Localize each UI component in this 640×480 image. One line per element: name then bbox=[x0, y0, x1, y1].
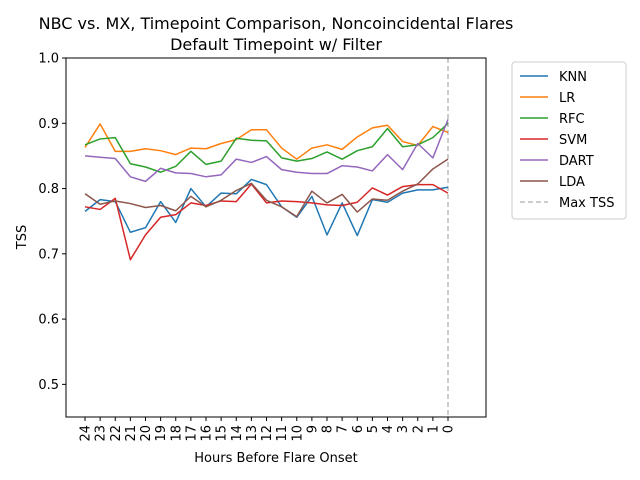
x-tick-label: 13 bbox=[245, 425, 260, 442]
x-tick-label: 24 bbox=[79, 425, 94, 442]
x-axis-label: Hours Before Flare Onset bbox=[194, 451, 357, 466]
x-tick-label: 9 bbox=[305, 425, 320, 433]
x-tick-label: 7 bbox=[336, 425, 351, 433]
x-tick-label: 22 bbox=[109, 425, 124, 442]
legend-box bbox=[511, 61, 627, 220]
series-line-rfc bbox=[84, 122, 449, 173]
series-line-knn bbox=[84, 178, 449, 237]
x-tick-label: 5 bbox=[366, 425, 381, 433]
x-tick-label: 19 bbox=[154, 425, 169, 442]
chart-subtitle: Default Timepoint w/ Filter bbox=[170, 35, 382, 54]
x-tick-label: 4 bbox=[381, 425, 396, 433]
legend-label: LR bbox=[559, 91, 575, 106]
x-tick-label: 1 bbox=[426, 425, 441, 433]
plot-area: 0.50.60.70.80.91.024 23 22 21 20 19 18 17 16 15 14… bbox=[38, 52, 456, 442]
x-tick-label: 16 bbox=[200, 425, 215, 442]
x-tick-label: 15 bbox=[215, 425, 230, 442]
x-tick-label: 23 bbox=[94, 425, 109, 442]
legend: KNN LR RFC SVM DART LDA Max TSS bbox=[511, 61, 627, 220]
x-tick-label: 21 bbox=[124, 425, 139, 442]
series-line-svm bbox=[84, 183, 449, 261]
x-tick-label: 0 bbox=[442, 425, 457, 433]
series-line-lr bbox=[84, 123, 449, 160]
y-tick-label: 0.5 bbox=[38, 378, 59, 393]
x-tick-label: 3 bbox=[396, 425, 411, 433]
x-tick-label: 10 bbox=[290, 425, 305, 442]
x-tick-label: 6 bbox=[351, 425, 366, 433]
legend-label: Max TSS bbox=[559, 196, 614, 211]
chart-title: NBC vs. MX, Timepoint Comparison, Noncoi… bbox=[39, 14, 514, 33]
x-tick-label: 20 bbox=[139, 425, 154, 442]
series-line-lda bbox=[84, 158, 449, 218]
y-tick-label: 0.8 bbox=[38, 182, 59, 197]
x-tick-label: 17 bbox=[184, 425, 199, 442]
legend-label: SVM bbox=[559, 133, 587, 148]
x-tick-label: 8 bbox=[321, 425, 336, 433]
y-tick-label: 0.6 bbox=[38, 313, 59, 328]
series-line-dart bbox=[84, 119, 449, 183]
plot-frame bbox=[65, 57, 487, 418]
legend-label: DART bbox=[559, 154, 594, 169]
y-tick-label: 0.7 bbox=[38, 247, 59, 262]
x-tick-label: 14 bbox=[230, 425, 245, 442]
y-tick-label: 0.9 bbox=[38, 117, 59, 132]
x-tick-label: 18 bbox=[169, 425, 184, 442]
legend-label: KNN bbox=[559, 70, 587, 85]
x-tick-label: 2 bbox=[411, 425, 426, 433]
x-tick-label: 12 bbox=[260, 425, 275, 442]
legend-label: LDA bbox=[559, 175, 585, 190]
y-tick-label: 1.0 bbox=[38, 52, 59, 67]
y-axis-label: TSS bbox=[15, 225, 30, 250]
x-tick-label: 11 bbox=[275, 425, 290, 442]
legend-label: RFC bbox=[559, 112, 585, 127]
